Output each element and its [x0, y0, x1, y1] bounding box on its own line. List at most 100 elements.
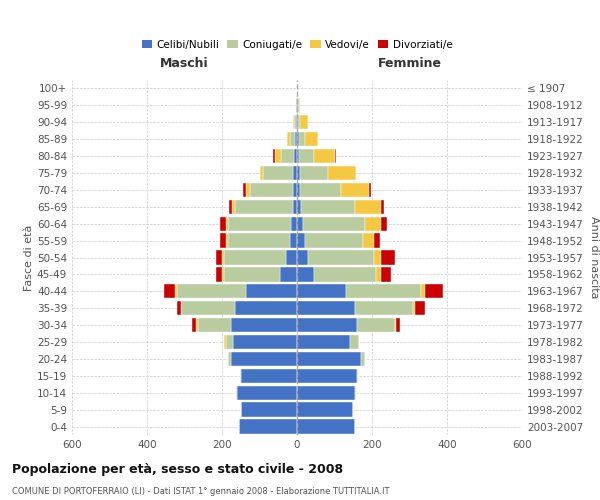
Bar — [232, 318, 297, 332]
Bar — [295, 132, 297, 146]
Legend: Celibi/Nubili, Coniugati/e, Vedovi/e, Divorziati/e: Celibi/Nubili, Coniugati/e, Vedovi/e, Di… — [137, 36, 457, 54]
Bar — [382, 216, 387, 231]
Bar — [341, 182, 370, 197]
Bar — [300, 115, 308, 130]
Bar — [229, 200, 232, 214]
Bar — [236, 386, 237, 400]
Text: Femmine: Femmine — [377, 57, 442, 70]
Bar — [297, 182, 300, 197]
Bar — [297, 200, 301, 214]
Bar — [382, 250, 395, 264]
Bar — [295, 115, 296, 130]
Bar — [349, 335, 359, 349]
Bar — [382, 267, 391, 281]
Bar — [250, 182, 293, 197]
Bar — [328, 166, 356, 180]
Bar — [281, 149, 294, 164]
Bar — [297, 267, 314, 281]
Bar — [415, 301, 425, 316]
Bar — [290, 234, 297, 248]
Bar — [296, 98, 297, 112]
Bar — [297, 132, 299, 146]
Bar — [299, 98, 301, 112]
Bar — [297, 318, 357, 332]
Bar — [355, 301, 413, 316]
Bar — [293, 200, 297, 214]
Bar — [293, 115, 295, 130]
Y-axis label: Fasce di età: Fasce di età — [24, 224, 34, 290]
Bar — [220, 216, 226, 231]
Bar — [235, 301, 297, 316]
Bar — [413, 301, 415, 316]
Bar — [233, 335, 297, 349]
Bar — [293, 166, 297, 180]
Bar — [297, 149, 299, 164]
Bar — [297, 335, 349, 349]
Bar — [297, 386, 355, 400]
Bar — [237, 386, 297, 400]
Bar — [192, 318, 196, 332]
Bar — [297, 352, 361, 366]
Bar — [244, 182, 247, 197]
Bar — [297, 250, 308, 264]
Bar — [235, 200, 293, 214]
Bar — [297, 368, 357, 383]
Bar — [357, 368, 358, 383]
Bar — [374, 250, 382, 264]
Bar — [177, 284, 247, 298]
Bar — [222, 250, 224, 264]
Bar — [217, 267, 222, 281]
Bar — [239, 420, 297, 434]
Text: COMUNE DI PORTOFERRAIO (LI) - Dati ISTAT 1° gennaio 2008 - Elaborazione TUTTITAL: COMUNE DI PORTOFERRAIO (LI) - Dati ISTAT… — [12, 488, 389, 496]
Bar — [305, 132, 317, 146]
Text: Maschi: Maschi — [160, 57, 209, 70]
Bar — [297, 420, 355, 434]
Bar — [335, 149, 337, 164]
Bar — [298, 98, 299, 112]
Bar — [247, 284, 297, 298]
Bar — [297, 216, 302, 231]
Bar — [355, 386, 356, 400]
Bar — [300, 166, 328, 180]
Bar — [224, 267, 280, 281]
Bar — [297, 115, 298, 130]
Bar — [275, 149, 281, 164]
Bar — [397, 318, 400, 332]
Bar — [241, 402, 297, 417]
Bar — [346, 284, 421, 298]
Bar — [357, 318, 395, 332]
Bar — [175, 284, 177, 298]
Bar — [296, 115, 297, 130]
Bar — [297, 301, 355, 316]
Bar — [305, 234, 362, 248]
Bar — [297, 166, 300, 180]
Bar — [197, 318, 232, 332]
Bar — [365, 216, 382, 231]
Bar — [290, 132, 295, 146]
Bar — [370, 182, 371, 197]
Bar — [220, 234, 226, 248]
Bar — [274, 149, 275, 164]
Bar — [247, 182, 250, 197]
Bar — [299, 149, 314, 164]
Bar — [298, 115, 300, 130]
Bar — [239, 368, 241, 383]
Bar — [355, 200, 382, 214]
Bar — [280, 267, 297, 281]
Bar — [226, 216, 227, 231]
Bar — [292, 216, 297, 231]
Bar — [263, 166, 293, 180]
Bar — [181, 301, 235, 316]
Bar — [362, 234, 374, 248]
Bar — [241, 368, 297, 383]
Bar — [224, 335, 226, 349]
Bar — [425, 284, 443, 298]
Bar — [299, 132, 305, 146]
Bar — [308, 250, 374, 264]
Bar — [297, 284, 346, 298]
Bar — [196, 318, 197, 332]
Bar — [177, 301, 181, 316]
Bar — [297, 402, 353, 417]
Bar — [361, 352, 365, 366]
Bar — [294, 149, 297, 164]
